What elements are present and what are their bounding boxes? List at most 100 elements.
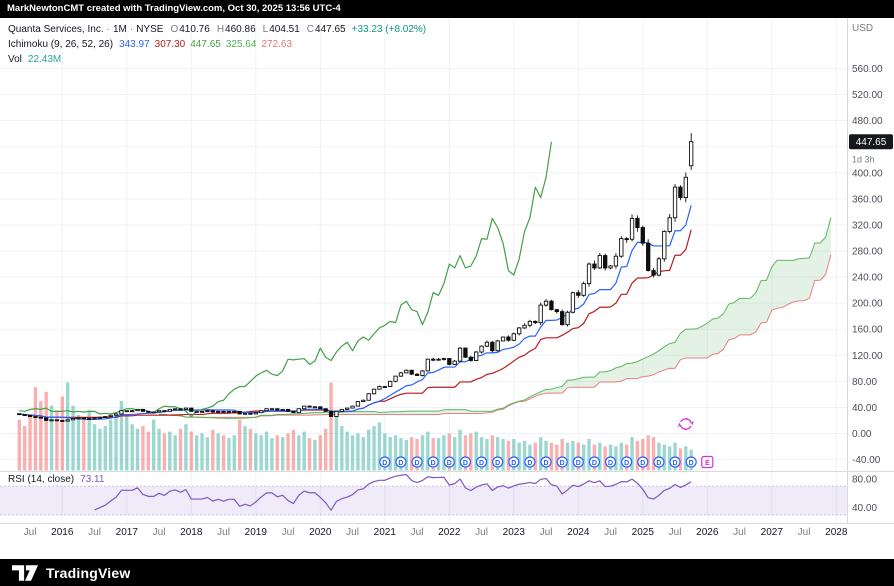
close-value: 447.65 — [315, 24, 346, 35]
dividend-marker[interactable]: D — [572, 456, 584, 468]
price-tick-label: 480.00 — [852, 116, 883, 127]
chart-canvas[interactable]: D D D D D D D D D D D D D D D D D D D D E USD 560.00 520.00 480.… — [0, 18, 894, 559]
dividend-marker[interactable]: D — [556, 456, 568, 468]
dividend-marker[interactable]: D — [669, 456, 681, 468]
dividend-letter: D — [624, 460, 629, 467]
price-tick-label: 320.00 — [852, 220, 883, 231]
time-tick-label: 2023 — [503, 527, 526, 538]
dividend-marker[interactable]: D — [685, 456, 697, 468]
time-tick-label: Jul — [669, 527, 682, 538]
volume-layer — [17, 382, 693, 471]
ichimoku-lagging-value: 447.65 — [190, 39, 221, 50]
ichimoku-lead-b-line — [159, 254, 832, 418]
price-tick-label: -40.00 — [852, 455, 881, 466]
dividend-letter: D — [576, 460, 581, 467]
dividend-letter: D — [560, 460, 565, 467]
time-tick-label: 2019 — [245, 527, 268, 538]
dividend-letter: D — [689, 460, 694, 467]
close-group: C447.65 — [307, 24, 346, 35]
ichimoku-row[interactable]: Ichimoku (9, 26, 52, 26) 343.97 307.30 447.… — [8, 37, 426, 52]
dividend-marker[interactable]: D — [475, 456, 488, 468]
price-tick-label: 120.00 — [852, 351, 883, 362]
ichimoku-base-line — [19, 229, 692, 419]
ichimoku-lagging-line — [19, 141, 553, 418]
volume-row[interactable]: Vol 22.43M — [8, 52, 426, 67]
price-tick-label: 40.00 — [852, 403, 877, 414]
time-tick-label: Jul — [282, 527, 295, 538]
dividend-letter: D — [640, 460, 645, 467]
price-tick-label: 560.00 — [852, 64, 883, 75]
time-tick-label: Jul — [88, 527, 101, 538]
dividend-marker[interactable]: D — [540, 456, 552, 468]
ichimoku-lead-b-value: 272.63 — [261, 39, 293, 50]
dividend-marker[interactable]: D — [379, 456, 391, 468]
dividend-marker[interactable]: D — [427, 456, 439, 468]
ichimoku-lead-a-line — [159, 217, 832, 419]
interval-label: 1M — [112, 24, 127, 35]
time-tick-label: Jul — [24, 527, 37, 538]
dividend-marker[interactable]: D — [459, 456, 472, 468]
dividend-marker[interactable]: D — [411, 456, 423, 468]
time-tick-label: 2024 — [567, 527, 590, 538]
time-tick-label: 2020 — [309, 527, 332, 538]
tradingview-logo-icon[interactable] — [12, 564, 38, 581]
ichimoku-lead-a-value: 325.64 — [225, 39, 257, 50]
dividend-marker[interactable]: D — [508, 456, 520, 468]
dividend-marker[interactable]: D — [653, 456, 665, 468]
attribution-text: MarkNewtonCMT created with TradingView.c… — [7, 3, 341, 14]
attribution-bar: MarkNewtonCMT created with TradingView.c… — [0, 0, 894, 18]
rsi-legend-row[interactable]: RSI (14, close) 73.11 — [8, 474, 104, 485]
dividend-marker[interactable]: D — [588, 456, 601, 468]
high-label: H — [216, 24, 225, 35]
dividend-marker[interactable]: D — [604, 456, 617, 468]
dividend-marker[interactable]: D — [492, 456, 504, 468]
rsi-tick-label: 40.00 — [852, 503, 877, 514]
time-tick-label: 2028 — [825, 527, 848, 538]
candles-layer — [17, 133, 694, 422]
dividend-letter: D — [415, 460, 420, 467]
ichimoku-label: Ichimoku (9, 26, 52, 26) — [8, 39, 114, 50]
repeat-icon[interactable] — [677, 418, 694, 430]
ichimoku-conversion-line — [19, 205, 692, 421]
rsi-label: RSI (14, close) — [8, 474, 75, 485]
low-group: L404.51 — [263, 24, 300, 35]
dividend-marker[interactable]: D — [443, 456, 455, 468]
time-tick-label: 2027 — [761, 527, 784, 538]
rsi-tick-label: 80.00 — [852, 475, 877, 486]
price-tick-label: 160.00 — [852, 325, 883, 336]
footer-bar: TradingView — [0, 559, 894, 586]
ichimoku-conversion-value: 343.97 — [119, 39, 150, 50]
dividend-letter: D — [431, 460, 436, 467]
earnings-letter: E — [705, 460, 710, 467]
dividend-marker[interactable]: D — [621, 456, 633, 468]
time-tick-label: 2025 — [632, 527, 655, 538]
separator-dot: · — [129, 24, 134, 35]
price-tick-label: 0.00 — [852, 429, 872, 440]
time-tick-label: Jul — [798, 527, 811, 538]
brand-name[interactable]: TradingView — [46, 564, 131, 581]
rsi-band — [0, 486, 848, 515]
low-value: 404.51 — [269, 24, 300, 35]
time-tick-label: Jul — [475, 527, 488, 538]
rsi-value: 73.11 — [80, 474, 105, 485]
dividend-letter: D — [608, 460, 613, 467]
dividend-letter: D — [495, 460, 500, 467]
dividend-letter: D — [527, 460, 532, 467]
dividend-marker[interactable]: D — [637, 456, 649, 468]
rsi-pane-layer — [0, 473, 848, 516]
dividend-marker[interactable]: D — [524, 456, 536, 468]
ichimoku-cloud-layer — [159, 217, 831, 419]
high-group: H460.86 — [217, 24, 256, 35]
legend: Quanta Services, Inc. · 1M · NYSE O410.76 H460… — [8, 22, 426, 67]
low-label: L — [262, 24, 269, 35]
dividend-letter: D — [544, 460, 549, 467]
dividend-marker[interactable]: D — [395, 456, 407, 468]
dividend-letter: D — [463, 460, 468, 467]
symbol-row[interactable]: Quanta Services, Inc. · 1M · NYSE O410.76 H460… — [8, 22, 426, 37]
earnings-marker[interactable]: E — [701, 455, 714, 469]
symbol-name: Quanta Services, Inc. — [8, 24, 104, 35]
ichimoku-lines-layer — [19, 141, 832, 421]
price-tick-label: 240.00 — [852, 273, 883, 284]
dividend-letter: D — [673, 460, 678, 467]
